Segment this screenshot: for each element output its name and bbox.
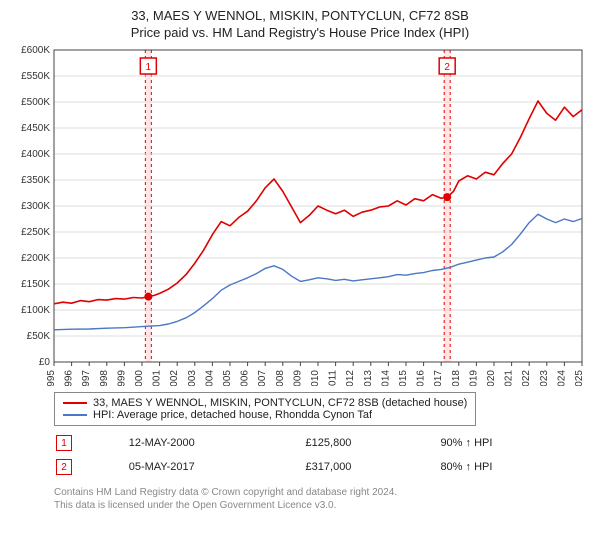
svg-text:£200K: £200K [21,253,50,264]
attribution-text: Contains HM Land Registry data © Crown c… [54,486,588,512]
svg-text:£300K: £300K [21,201,50,212]
svg-text:2024: 2024 [556,370,567,386]
marker-badge: 1 [56,435,72,451]
legend-row: HPI: Average price, detached house, Rhon… [63,409,467,421]
svg-text:£500K: £500K [21,97,50,108]
svg-text:2017: 2017 [433,370,444,386]
svg-text:2013: 2013 [363,370,374,386]
chart-legend: 33, MAES Y WENNOL, MISKIN, PONTYCLUN, CF… [54,392,476,426]
marker-price: £317,000 [306,456,439,478]
svg-text:2011: 2011 [328,370,339,386]
svg-text:2005: 2005 [222,370,233,386]
svg-text:2022: 2022 [521,370,532,386]
svg-text:2012: 2012 [345,370,356,386]
svg-text:2018: 2018 [451,370,462,386]
svg-text:1999: 1999 [116,370,127,386]
attribution-line1: Contains HM Land Registry data © Crown c… [54,486,588,499]
svg-text:2002: 2002 [169,370,180,386]
chart-title-line1: 33, MAES Y WENNOL, MISKIN, PONTYCLUN, CF… [12,8,588,23]
price-chart: £0 £50K £100K £150K £200K £250K £300K £350K £400… [12,46,588,386]
svg-text:£450K: £450K [21,123,50,134]
sale-markers-table: 1 12-MAY-2000£125,80090% ↑ HPI 2 05-MAY-201… [54,430,588,480]
svg-text:2000: 2000 [134,370,145,386]
svg-text:2009: 2009 [292,370,303,386]
svg-text:£600K: £600K [21,46,50,56]
svg-text:1996: 1996 [64,370,75,386]
svg-text:2008: 2008 [275,370,286,386]
svg-text:2023: 2023 [539,370,550,386]
marker-date: 12-MAY-2000 [129,432,304,454]
svg-text:2001: 2001 [152,370,163,386]
svg-text:2019: 2019 [468,370,479,386]
marker-hpi: 80% ↑ HPI [440,456,586,478]
legend-label: HPI: Average price, detached house, Rhon… [93,409,372,421]
svg-text:2010: 2010 [310,370,321,386]
marker-badge: 2 [56,459,72,475]
svg-text:1998: 1998 [99,370,110,386]
attribution-line2: This data is licensed under the Open Gov… [54,499,588,512]
chart-svg: £0 £50K £100K £150K £200K £250K £300K £350K £400… [12,46,588,386]
svg-text:£550K: £550K [21,71,50,82]
svg-text:£50K: £50K [27,331,51,342]
svg-text:2003: 2003 [187,370,198,386]
svg-text:1997: 1997 [81,370,92,386]
svg-text:2014: 2014 [380,370,391,386]
legend-label: 33, MAES Y WENNOL, MISKIN, PONTYCLUN, CF… [93,397,467,409]
svg-text:£0: £0 [39,357,51,368]
svg-text:2: 2 [444,62,450,73]
svg-text:2004: 2004 [204,370,215,386]
chart-title-block: 33, MAES Y WENNOL, MISKIN, PONTYCLUN, CF… [12,8,588,40]
legend-swatch [63,414,87,416]
svg-text:2025: 2025 [574,370,585,386]
legend-row: 33, MAES Y WENNOL, MISKIN, PONTYCLUN, CF… [63,397,467,409]
svg-text:2007: 2007 [257,370,268,386]
svg-text:£150K: £150K [21,279,50,290]
legend-swatch [63,402,87,404]
svg-text:£250K: £250K [21,227,50,238]
svg-text:£350K: £350K [21,175,50,186]
chart-title-line2: Price paid vs. HM Land Registry's House … [12,25,588,40]
marker-price: £125,800 [306,432,439,454]
svg-text:1: 1 [146,62,152,73]
marker-hpi: 90% ↑ HPI [440,432,586,454]
marker-row: 2 05-MAY-2017£317,00080% ↑ HPI [56,456,586,478]
svg-text:2016: 2016 [416,370,427,386]
marker-date: 05-MAY-2017 [129,456,304,478]
svg-text:£100K: £100K [21,305,50,316]
svg-text:2020: 2020 [486,370,497,386]
svg-text:2021: 2021 [504,370,515,386]
svg-text:2006: 2006 [240,370,251,386]
svg-text:2015: 2015 [398,370,409,386]
svg-text:£400K: £400K [21,149,50,160]
svg-text:1995: 1995 [46,370,57,386]
marker-row: 1 12-MAY-2000£125,80090% ↑ HPI [56,432,586,454]
